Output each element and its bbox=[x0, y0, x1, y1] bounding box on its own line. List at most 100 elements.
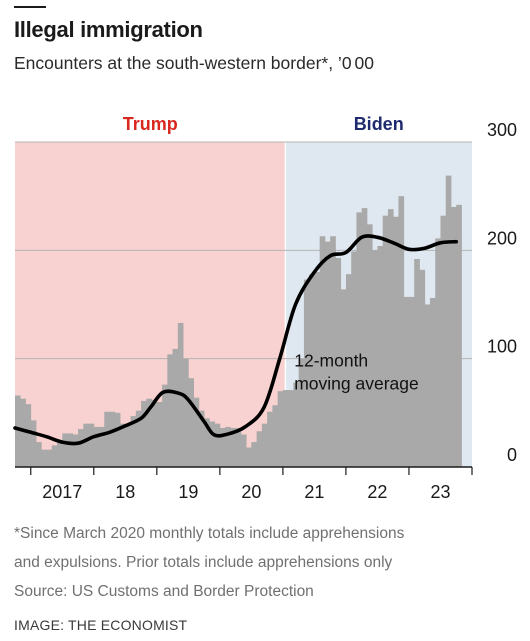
bar bbox=[225, 426, 231, 467]
bar bbox=[351, 251, 357, 467]
footnote-line2: and expulsions. Prior totals include app… bbox=[14, 554, 393, 571]
bar bbox=[408, 296, 415, 467]
bar bbox=[298, 358, 305, 467]
bar bbox=[403, 296, 410, 467]
bar bbox=[240, 434, 247, 467]
bar bbox=[114, 412, 121, 467]
annotation-line2: moving average bbox=[294, 373, 419, 393]
x-tick-label: 19 bbox=[178, 482, 198, 502]
bar bbox=[372, 250, 378, 467]
bar bbox=[435, 238, 441, 467]
bar bbox=[162, 384, 168, 467]
bar bbox=[198, 410, 205, 467]
y-tick-label: 300 bbox=[487, 120, 517, 140]
bar bbox=[30, 420, 37, 467]
footnote-line1: *Since March 2020 monthly totals include… bbox=[14, 525, 405, 542]
bar bbox=[366, 224, 373, 467]
bar bbox=[398, 196, 405, 467]
labels: Trump Biden 0 100 200 300 12-month moving avera… bbox=[42, 114, 517, 502]
bar bbox=[419, 269, 426, 467]
monthly-bars bbox=[15, 175, 462, 468]
bar bbox=[456, 204, 462, 468]
bar bbox=[282, 390, 289, 467]
image-credit: IMAGE: THE ECONOMIST bbox=[14, 617, 188, 633]
bar bbox=[414, 259, 420, 467]
x-tick-label: 18 bbox=[115, 482, 135, 502]
axes bbox=[15, 466, 473, 475]
period-label-trump: Trump bbox=[123, 114, 178, 134]
top-rule bbox=[14, 6, 46, 8]
bar bbox=[261, 423, 268, 467]
bar bbox=[324, 241, 331, 467]
bar bbox=[246, 447, 252, 467]
x-tick-label: 2017 bbox=[42, 482, 82, 502]
bar bbox=[251, 442, 258, 467]
bar bbox=[67, 433, 74, 467]
bar bbox=[429, 298, 436, 467]
bar bbox=[340, 289, 347, 467]
bar bbox=[256, 431, 263, 467]
bar bbox=[214, 423, 221, 467]
bar bbox=[125, 424, 131, 467]
bar bbox=[335, 257, 342, 467]
x-tick-label: 20 bbox=[241, 482, 261, 502]
bar bbox=[25, 404, 32, 467]
bar bbox=[424, 304, 431, 467]
bar bbox=[314, 272, 321, 467]
period-label-biden: Biden bbox=[354, 114, 404, 134]
bar bbox=[183, 358, 189, 467]
bar bbox=[193, 397, 200, 467]
bar bbox=[104, 411, 110, 467]
x-tick-label: 21 bbox=[304, 482, 324, 502]
bar bbox=[172, 348, 179, 467]
chart-subtitle: Encounters at the south-western border*,… bbox=[14, 53, 374, 73]
bar bbox=[135, 410, 142, 467]
bar bbox=[36, 442, 42, 467]
bar bbox=[62, 433, 68, 467]
bar bbox=[382, 215, 389, 467]
bar bbox=[230, 428, 237, 467]
moving-average-line bbox=[13, 234, 458, 446]
bar bbox=[440, 215, 447, 467]
moving-average-path bbox=[13, 234, 458, 446]
bar bbox=[319, 236, 326, 467]
bar bbox=[120, 423, 126, 467]
bar bbox=[219, 428, 226, 467]
bar bbox=[188, 378, 194, 467]
bar bbox=[41, 449, 47, 467]
bar bbox=[450, 207, 457, 467]
bar bbox=[93, 426, 100, 467]
bar bbox=[204, 418, 210, 467]
bar bbox=[445, 175, 452, 468]
bar bbox=[15, 395, 21, 467]
bar bbox=[156, 402, 163, 467]
bar bbox=[330, 236, 336, 467]
bar bbox=[130, 416, 137, 467]
bar bbox=[288, 390, 294, 467]
x-tick-label: 22 bbox=[367, 482, 387, 502]
bar bbox=[151, 399, 158, 467]
bar bbox=[88, 423, 95, 467]
bar bbox=[345, 274, 352, 467]
y-tick-label: 200 bbox=[487, 228, 517, 248]
bar bbox=[209, 421, 216, 467]
bar bbox=[99, 426, 105, 467]
bar bbox=[377, 246, 384, 467]
bar bbox=[46, 449, 53, 467]
bar bbox=[267, 411, 273, 467]
y-tick-label: 100 bbox=[487, 337, 517, 357]
bar bbox=[309, 274, 315, 467]
bar bbox=[387, 209, 394, 467]
bar bbox=[83, 423, 89, 467]
bar bbox=[72, 434, 79, 467]
bar bbox=[235, 428, 242, 467]
bar bbox=[57, 439, 63, 467]
bar bbox=[146, 398, 152, 467]
bar bbox=[109, 411, 116, 467]
y-tick-label: 0 bbox=[507, 445, 517, 465]
x-tick-label: 23 bbox=[430, 482, 450, 502]
bar bbox=[78, 429, 84, 467]
bar bbox=[393, 216, 399, 467]
bar bbox=[141, 400, 147, 467]
bar bbox=[303, 279, 310, 467]
